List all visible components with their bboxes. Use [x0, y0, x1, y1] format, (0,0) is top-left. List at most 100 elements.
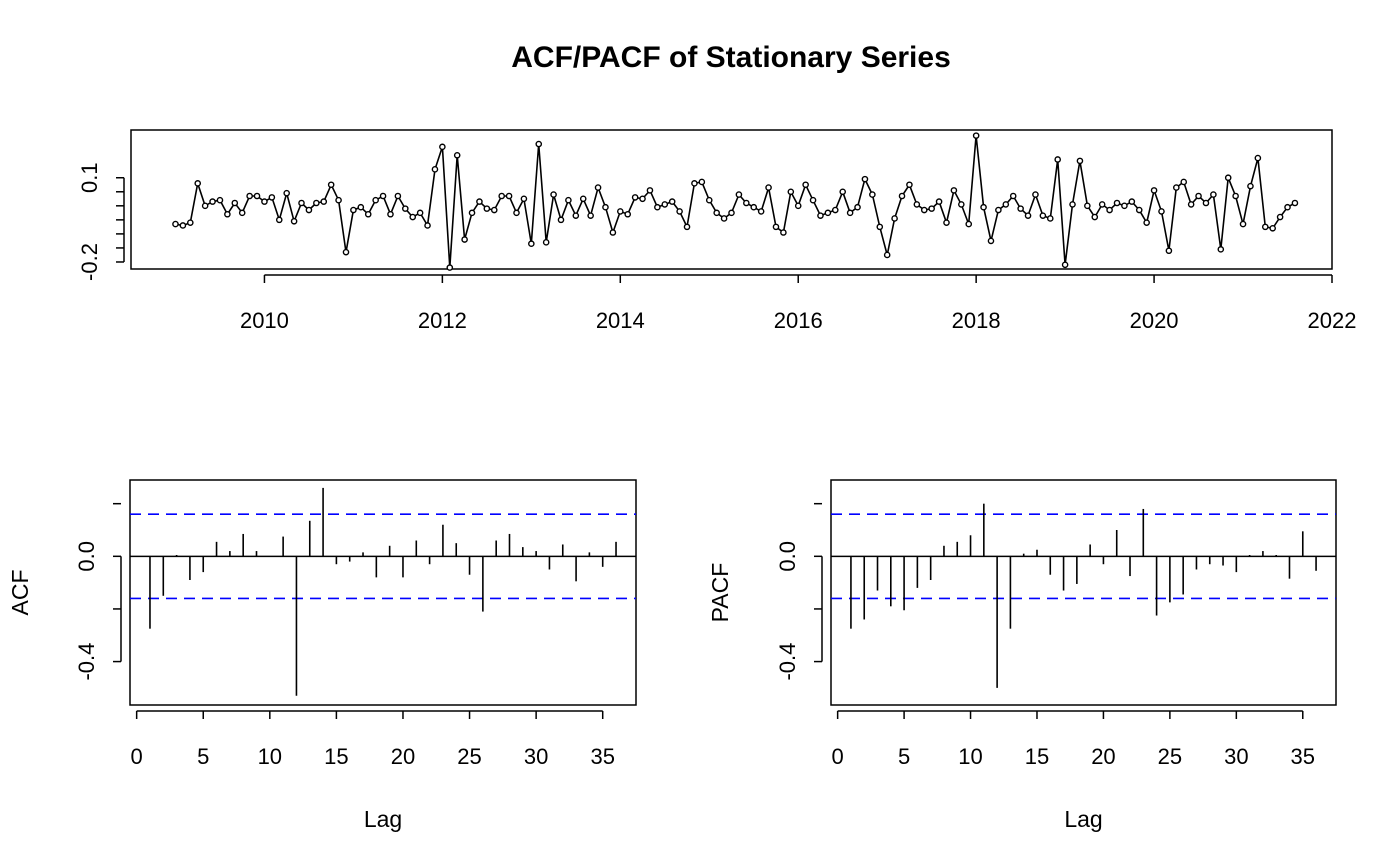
data-point [1113, 199, 1121, 207]
data-point [780, 229, 787, 236]
data-point [238, 209, 246, 217]
data-point [1106, 206, 1113, 214]
x-tick-label: 2010 [240, 308, 289, 333]
pacf-panel: 0 5 10 15 20 25 30 35 -0.4 0.0 PACF Lag [707, 479, 1337, 832]
x-tick-label: 2012 [418, 308, 467, 333]
data-point [431, 166, 439, 173]
data-point [965, 220, 973, 228]
data-point [209, 198, 216, 205]
data-point [1165, 247, 1173, 255]
plot-frame [830, 479, 1337, 706]
data-point [1150, 187, 1158, 194]
data-point [920, 206, 928, 214]
data-point [1291, 199, 1299, 207]
data-point [1210, 191, 1217, 198]
data-point [1098, 201, 1106, 208]
data-point [794, 202, 802, 210]
data-point [995, 206, 1002, 214]
plot-frame [129, 479, 637, 706]
data-point [172, 220, 179, 228]
data-point [461, 236, 468, 243]
data-point [1187, 201, 1195, 208]
data-point [342, 248, 350, 256]
data-point [802, 181, 809, 189]
data-point [624, 210, 632, 218]
x-axis-label: Lag [364, 806, 402, 832]
data-point [1135, 206, 1143, 214]
data-point [565, 196, 572, 204]
data-point [557, 216, 565, 224]
data-point [1254, 154, 1262, 162]
data-point [350, 206, 357, 214]
data-point [201, 202, 209, 210]
data-point [713, 209, 720, 217]
data-point [1017, 205, 1024, 212]
data-point [1002, 201, 1010, 208]
data-point [594, 184, 602, 191]
data-point [646, 187, 654, 194]
data-point [676, 208, 683, 215]
data-point [1121, 202, 1128, 210]
data-point [394, 192, 402, 200]
data-point [498, 192, 505, 200]
data-point [1276, 213, 1284, 221]
y-tick-label: -0.2 [77, 243, 102, 281]
x-tick-label: 25 [457, 744, 481, 769]
data-point [528, 240, 535, 248]
x-tick-label: 15 [1025, 744, 1049, 769]
data-point [787, 188, 795, 196]
data-point [290, 217, 298, 225]
data-point [1180, 178, 1188, 186]
time-series-panel: 2010 2012 2014 2016 2018 2020 2022 -0.2 0.1 [77, 129, 1357, 333]
data-point [513, 209, 520, 217]
figure-title: ACF/PACF of Stationary Series [511, 41, 951, 74]
acf-panel: 0 5 10 15 20 25 30 35 -0.4 0.0 ACF Lag [7, 479, 637, 832]
data-point [987, 237, 995, 245]
data-point [609, 229, 617, 236]
data-point [1158, 208, 1165, 215]
series-line [175, 135, 1296, 268]
x-tick-label: 2018 [952, 308, 1001, 333]
x-tick-label: 15 [324, 744, 348, 769]
data-point [668, 198, 676, 205]
data-point [691, 180, 698, 187]
data-point [416, 209, 424, 217]
data-point [1232, 192, 1239, 200]
x-tick-label: 35 [590, 744, 614, 769]
data-point [1239, 220, 1247, 228]
data-point [453, 151, 461, 159]
y-tick-label: 0.0 [775, 541, 800, 572]
data-point [505, 192, 513, 200]
data-point [305, 206, 313, 214]
x-tick-label: 30 [524, 744, 548, 769]
data-point [1217, 246, 1225, 253]
data-point [1202, 199, 1210, 207]
data-point [1076, 157, 1084, 165]
x-tick-label: 10 [958, 744, 982, 769]
data-point [616, 208, 624, 215]
data-point [550, 191, 557, 198]
data-point [327, 181, 335, 189]
x-tick-label: 35 [1291, 744, 1315, 769]
data-point [602, 203, 609, 211]
data-point [364, 210, 372, 218]
data-point [194, 180, 202, 187]
data-point [268, 194, 276, 201]
x-tick-label: 0 [832, 744, 844, 769]
data-point [883, 251, 891, 259]
x-tick-label: 2022 [1308, 308, 1357, 333]
data-point [298, 199, 305, 207]
data-point [1046, 215, 1054, 222]
data-point [743, 199, 750, 207]
y-tick-label: 0.1 [77, 162, 102, 193]
data-point [224, 210, 231, 218]
data-point [1128, 198, 1136, 205]
data-point [379, 192, 387, 200]
y-axis-label: ACF [7, 570, 33, 616]
data-point [869, 191, 876, 198]
data-point [980, 203, 987, 211]
data-point [757, 208, 765, 215]
data-point [253, 192, 261, 200]
data-point [409, 213, 417, 221]
